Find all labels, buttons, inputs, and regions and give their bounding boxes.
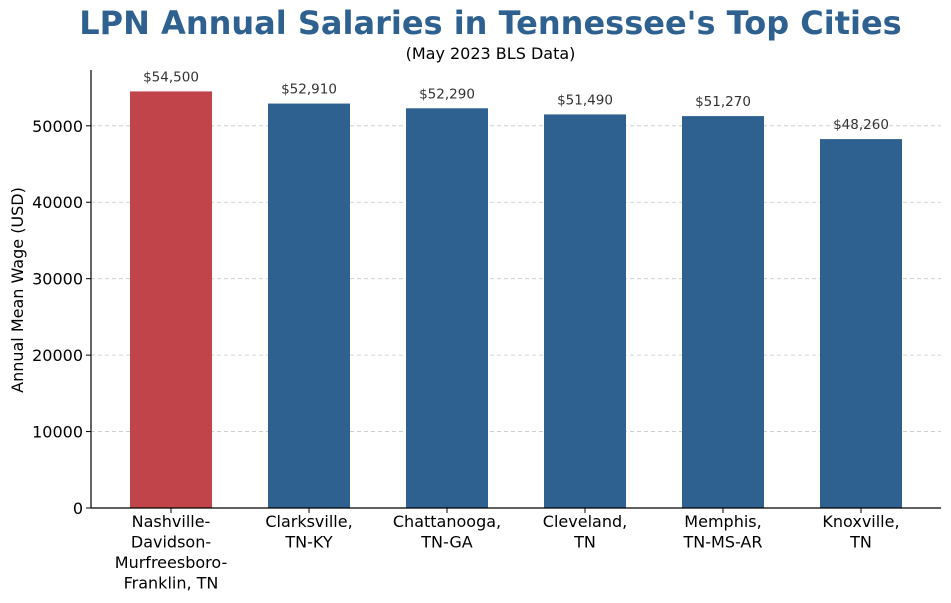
bar-4	[682, 116, 764, 508]
x-tick-label-0: Nashville-Davidson-Murfreesboro-Franklin…	[115, 512, 227, 593]
y-tick-label-0: 0	[73, 499, 83, 518]
data-label-5: $48,260	[833, 117, 889, 133]
labels: 0 10000 20000 30000 40000 50000 $54,500 Nashvil…	[32, 69, 899, 592]
y-axis-title: Annual Mean Wage (USD)	[8, 187, 27, 393]
bars	[130, 91, 902, 509]
x-tick-label-4: Memphis, TN-MS-AR	[683, 512, 763, 552]
y-tick-label-4: 40000	[32, 193, 83, 212]
bar-0	[130, 91, 212, 509]
y-tick-label-2: 20000	[32, 346, 83, 365]
data-label-4: $51,270	[695, 94, 751, 110]
bar-3	[544, 114, 626, 508]
x-tick-label-2: Chattanooga, TN-GA	[393, 512, 501, 552]
axes	[86, 70, 941, 513]
y-tick-label-1: 10000	[32, 423, 83, 442]
data-label-0: $54,500	[143, 69, 199, 85]
chart-title: LPN Annual Salaries in Tennessee's Top C…	[79, 4, 902, 42]
x-tick-label-3: Cleveland, TN	[543, 512, 627, 552]
bar-1	[268, 103, 350, 508]
x-tick-label-5: Knoxville, TN	[822, 512, 899, 552]
x-tick-label-1: Clarksville, TN-KY	[265, 512, 352, 552]
y-tick-label-5: 50000	[32, 117, 83, 136]
grid-lines	[91, 125, 941, 432]
data-label-2: $52,290	[419, 86, 475, 102]
bar-2	[406, 108, 488, 509]
data-label-1: $52,910	[281, 82, 337, 98]
bar-5	[820, 139, 902, 509]
data-label-3: $51,490	[557, 92, 613, 108]
chart-subtitle: (May 2023 BLS Data)	[405, 44, 576, 63]
y-tick-label-3: 30000	[32, 270, 83, 289]
